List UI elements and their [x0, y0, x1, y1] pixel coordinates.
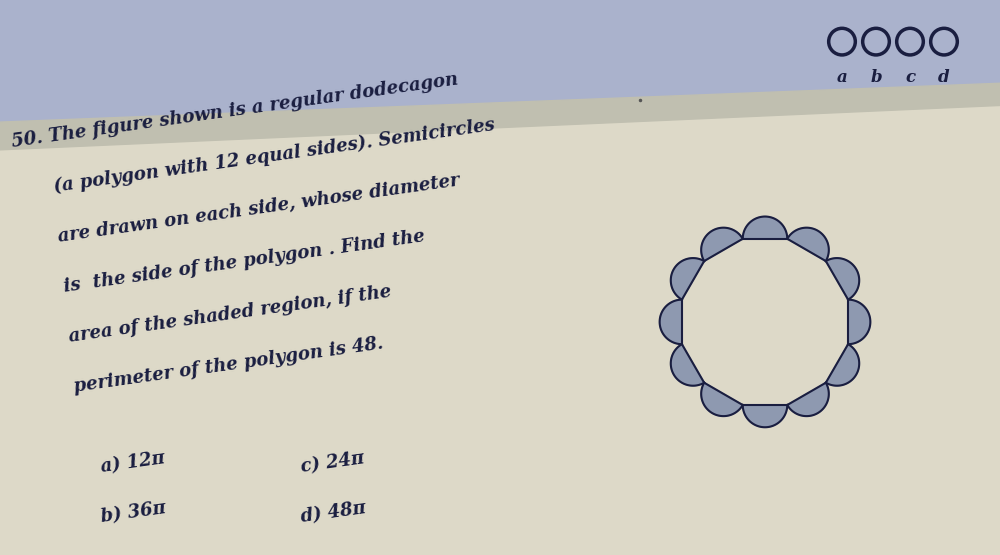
Text: is  the side of the polygon . Find the: is the side of the polygon . Find the — [25, 227, 426, 301]
Polygon shape — [787, 228, 829, 261]
Text: a: a — [837, 69, 847, 87]
Text: b) 36π: b) 36π — [100, 499, 167, 526]
Text: a) 12π: a) 12π — [100, 449, 166, 476]
Text: (a polygon with 12 equal sides). Semicircles: (a polygon with 12 equal sides). Semicir… — [15, 116, 496, 201]
Polygon shape — [0, 83, 1000, 150]
Polygon shape — [701, 383, 743, 416]
Polygon shape — [826, 344, 859, 386]
Polygon shape — [660, 300, 682, 344]
Text: 50. The figure shown is a regular dodecagon: 50. The figure shown is a regular dodeca… — [10, 70, 459, 151]
Polygon shape — [826, 258, 859, 300]
Polygon shape — [743, 216, 787, 239]
Text: b: b — [870, 69, 882, 87]
Polygon shape — [701, 228, 743, 261]
Polygon shape — [671, 258, 704, 300]
Text: c: c — [905, 69, 915, 87]
Polygon shape — [743, 405, 787, 427]
Text: d) 48π: d) 48π — [300, 499, 367, 526]
Polygon shape — [848, 300, 870, 344]
Polygon shape — [787, 383, 829, 416]
Polygon shape — [671, 344, 704, 386]
Text: c) 24π: c) 24π — [300, 449, 366, 476]
Text: area of the shaded region, if the: area of the shaded region, if the — [30, 282, 392, 351]
Text: perimeter of the polygon is 48.: perimeter of the polygon is 48. — [35, 334, 384, 401]
Polygon shape — [0, 0, 1000, 122]
Text: are drawn on each side, whose diameter: are drawn on each side, whose diameter — [20, 171, 461, 251]
Text: d: d — [938, 69, 950, 87]
